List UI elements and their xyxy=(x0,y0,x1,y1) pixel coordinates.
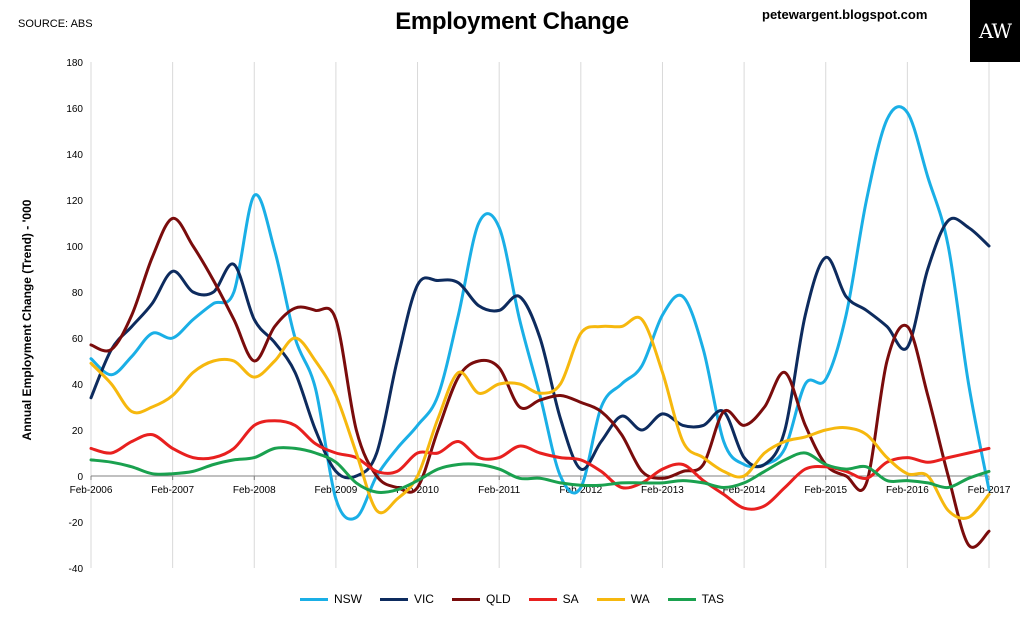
blog-url-label: petewargent.blogspot.com xyxy=(762,7,928,22)
legend-item-wa: WA xyxy=(596,592,650,606)
y-tick-label: 180 xyxy=(66,58,83,69)
legend-item-sa: SA xyxy=(528,592,579,606)
legend-label: QLD xyxy=(485,592,511,606)
legend-item-tas: TAS xyxy=(667,592,725,606)
chart-grid xyxy=(90,62,990,568)
source-label: SOURCE: ABS xyxy=(18,18,93,30)
series-line-wa xyxy=(89,315,991,520)
legend-item-nsw: NSW xyxy=(299,592,362,606)
logo-text: AW xyxy=(978,19,1012,43)
legend-swatch xyxy=(596,597,625,601)
legend-label: SA xyxy=(562,592,579,606)
x-tick-label: Feb-2016 xyxy=(886,485,929,496)
legend-item-qld: QLD xyxy=(451,592,511,606)
y-tick-label: 40 xyxy=(72,380,84,391)
y-tick-label: 140 xyxy=(66,150,83,161)
aw-logo: AW xyxy=(970,0,1020,62)
x-tick-label: Feb-2013 xyxy=(641,485,684,496)
legend-swatch xyxy=(528,597,557,601)
x-tick-label: Feb-2011 xyxy=(478,485,521,496)
x-tick-label: Feb-2006 xyxy=(70,485,113,496)
x-tick-label: Feb-2007 xyxy=(151,485,194,496)
y-tick-label: 80 xyxy=(72,288,84,299)
y-tick-label: 100 xyxy=(66,242,83,253)
x-tick-label: Feb-2008 xyxy=(233,485,276,496)
legend-swatch xyxy=(451,597,480,601)
legend-label: WA xyxy=(630,592,650,606)
legend-swatch xyxy=(379,597,408,601)
series-line-nsw xyxy=(89,105,991,521)
legend-label: TAS xyxy=(701,592,725,606)
x-tick-label: Feb-2015 xyxy=(804,485,847,496)
y-tick-label: -40 xyxy=(69,564,84,575)
series-line-vic xyxy=(89,216,991,480)
series-line-tas xyxy=(89,446,991,495)
legend-swatch xyxy=(299,597,328,601)
legend-swatch xyxy=(667,597,696,601)
chart-title: Employment Change xyxy=(395,8,629,35)
chart-legend: NSW VIC QLD SA WA TAS xyxy=(0,592,1024,606)
y-tick-label: 20 xyxy=(72,426,84,437)
legend-label: NSW xyxy=(333,592,362,606)
legend-item-vic: VIC xyxy=(379,592,434,606)
series-lines xyxy=(89,105,991,549)
y-tick-label: -20 xyxy=(69,518,84,529)
x-tick-label: Feb-2009 xyxy=(315,485,358,496)
y-tick-label: 120 xyxy=(66,196,83,207)
y-axis-label: Annual Employment Change (Trend) - '000 xyxy=(20,199,34,440)
x-tick-label: Feb-2014 xyxy=(723,485,766,496)
y-axis-ticks: -40 -20 0 20 40 60 80 100 120 140 160 180 xyxy=(66,58,83,575)
y-tick-label: 0 xyxy=(77,472,83,483)
y-tick-label: 60 xyxy=(72,334,84,345)
series-line-sa xyxy=(89,419,991,511)
series-line-qld xyxy=(89,216,991,549)
y-tick-label: 160 xyxy=(66,104,83,115)
legend-label: VIC xyxy=(413,592,434,606)
x-tick-label: Feb-2012 xyxy=(559,485,602,496)
x-tick-label: Feb-2010 xyxy=(396,485,439,496)
